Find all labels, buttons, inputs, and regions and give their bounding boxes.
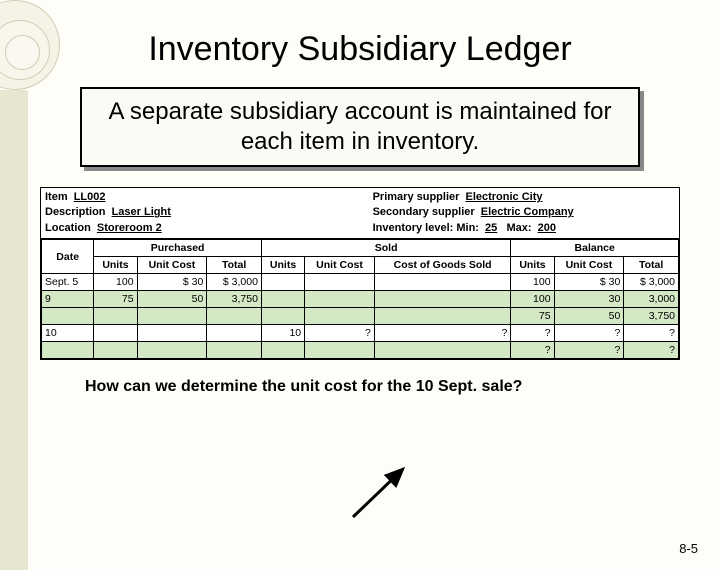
col-p-unitcost: Unit Cost: [137, 257, 207, 274]
decor-sideband: [0, 90, 28, 570]
cell: [261, 274, 304, 291]
max-label: Max:: [506, 222, 531, 234]
arrow-icon: [345, 465, 415, 520]
description-label: Description: [45, 206, 106, 218]
location-value: Storeroom 2: [97, 222, 162, 234]
page-number: 8-5: [679, 541, 698, 556]
description-value: Laser Light: [112, 206, 171, 218]
cell: 100: [511, 274, 554, 291]
cell-date: Sept. 5: [42, 274, 94, 291]
location-label: Location: [45, 222, 91, 234]
cell: $ 3,000: [624, 274, 679, 291]
secondary-supplier-label: Secondary supplier: [373, 206, 475, 218]
cell: [94, 308, 137, 325]
cell-date: 10: [42, 325, 94, 342]
cell: [305, 308, 375, 325]
min-value: 25: [485, 222, 497, 234]
table-row: ? ? ?: [42, 342, 679, 359]
cell: 30: [554, 291, 624, 308]
col-date: Date: [42, 240, 94, 274]
cell: $ 30: [137, 274, 207, 291]
table-row: 9 75 50 3,750 100 30 3,000: [42, 291, 679, 308]
cell: ?: [624, 342, 679, 359]
col-b-units: Units: [511, 257, 554, 274]
item-value: LL002: [74, 191, 106, 203]
ledger-card: Item LL002 Description Laser Light Locat…: [40, 187, 680, 360]
table-header-groups: Date Purchased Sold Balance: [42, 240, 679, 257]
cell: 3,750: [624, 308, 679, 325]
cell: [207, 308, 262, 325]
cell: 75: [511, 308, 554, 325]
secondary-supplier-value: Electric Company: [481, 206, 574, 218]
subtitle-box: A separate subsidiary account is maintai…: [80, 87, 640, 167]
cell: [305, 291, 375, 308]
question-text: How can we determine the unit cost for t…: [85, 378, 720, 396]
cell: ?: [624, 325, 679, 342]
col-group-purchased: Purchased: [94, 240, 262, 257]
cell: 50: [137, 291, 207, 308]
cell: 10: [261, 325, 304, 342]
cell: [374, 308, 510, 325]
cell: [305, 342, 375, 359]
cell: ?: [554, 342, 624, 359]
col-p-units: Units: [94, 257, 137, 274]
cell: ?: [554, 325, 624, 342]
cell: [261, 308, 304, 325]
cell: [137, 308, 207, 325]
col-s-units: Units: [261, 257, 304, 274]
table-header-cols: Units Unit Cost Total Units Unit Cost Co…: [42, 257, 679, 274]
inventory-level-label: Inventory level:: [373, 222, 454, 234]
cell: [261, 342, 304, 359]
cell-date: [42, 308, 94, 325]
cell: $ 3,000: [207, 274, 262, 291]
col-s-unitcost: Unit Cost: [305, 257, 375, 274]
table-row: Sept. 5 100 $ 30 $ 3,000 100 $ 30 $ 3,00…: [42, 274, 679, 291]
cell: 100: [511, 291, 554, 308]
cell: [94, 342, 137, 359]
min-label: Min:: [456, 222, 479, 234]
cell: 3,000: [624, 291, 679, 308]
primary-supplier-label: Primary supplier: [373, 191, 460, 203]
max-value: 200: [538, 222, 556, 234]
cell: [305, 274, 375, 291]
cell-date: 9: [42, 291, 94, 308]
cell: 75: [94, 291, 137, 308]
decor-circle: [5, 35, 40, 70]
cell: 100: [94, 274, 137, 291]
col-group-balance: Balance: [511, 240, 679, 257]
cell: [94, 325, 137, 342]
table-row: 10 10 ? ? ? ? ?: [42, 325, 679, 342]
ledger-table: Date Purchased Sold Balance Units Unit C…: [41, 239, 679, 359]
cell: 3,750: [207, 291, 262, 308]
cell: ?: [305, 325, 375, 342]
cell: [207, 325, 262, 342]
table-row: 75 50 3,750: [42, 308, 679, 325]
col-s-cogs: Cost of Goods Sold: [374, 257, 510, 274]
cell: ?: [511, 325, 554, 342]
col-p-total: Total: [207, 257, 262, 274]
cell: ?: [374, 325, 510, 342]
item-label: Item: [45, 191, 68, 203]
col-b-total: Total: [624, 257, 679, 274]
primary-supplier-value: Electronic City: [465, 191, 542, 203]
cell: $ 30: [554, 274, 624, 291]
cell: [374, 274, 510, 291]
cell: 50: [554, 308, 624, 325]
cell-date: [42, 342, 94, 359]
cell: [207, 342, 262, 359]
cell: [374, 342, 510, 359]
page-title: Inventory Subsidiary Ledger: [0, 30, 720, 69]
ledger-header: Item LL002 Description Laser Light Locat…: [41, 188, 679, 239]
col-group-sold: Sold: [261, 240, 510, 257]
cell: [374, 291, 510, 308]
cell: [261, 291, 304, 308]
col-b-unitcost: Unit Cost: [554, 257, 624, 274]
cell: ?: [511, 342, 554, 359]
cell: [137, 325, 207, 342]
cell: [137, 342, 207, 359]
